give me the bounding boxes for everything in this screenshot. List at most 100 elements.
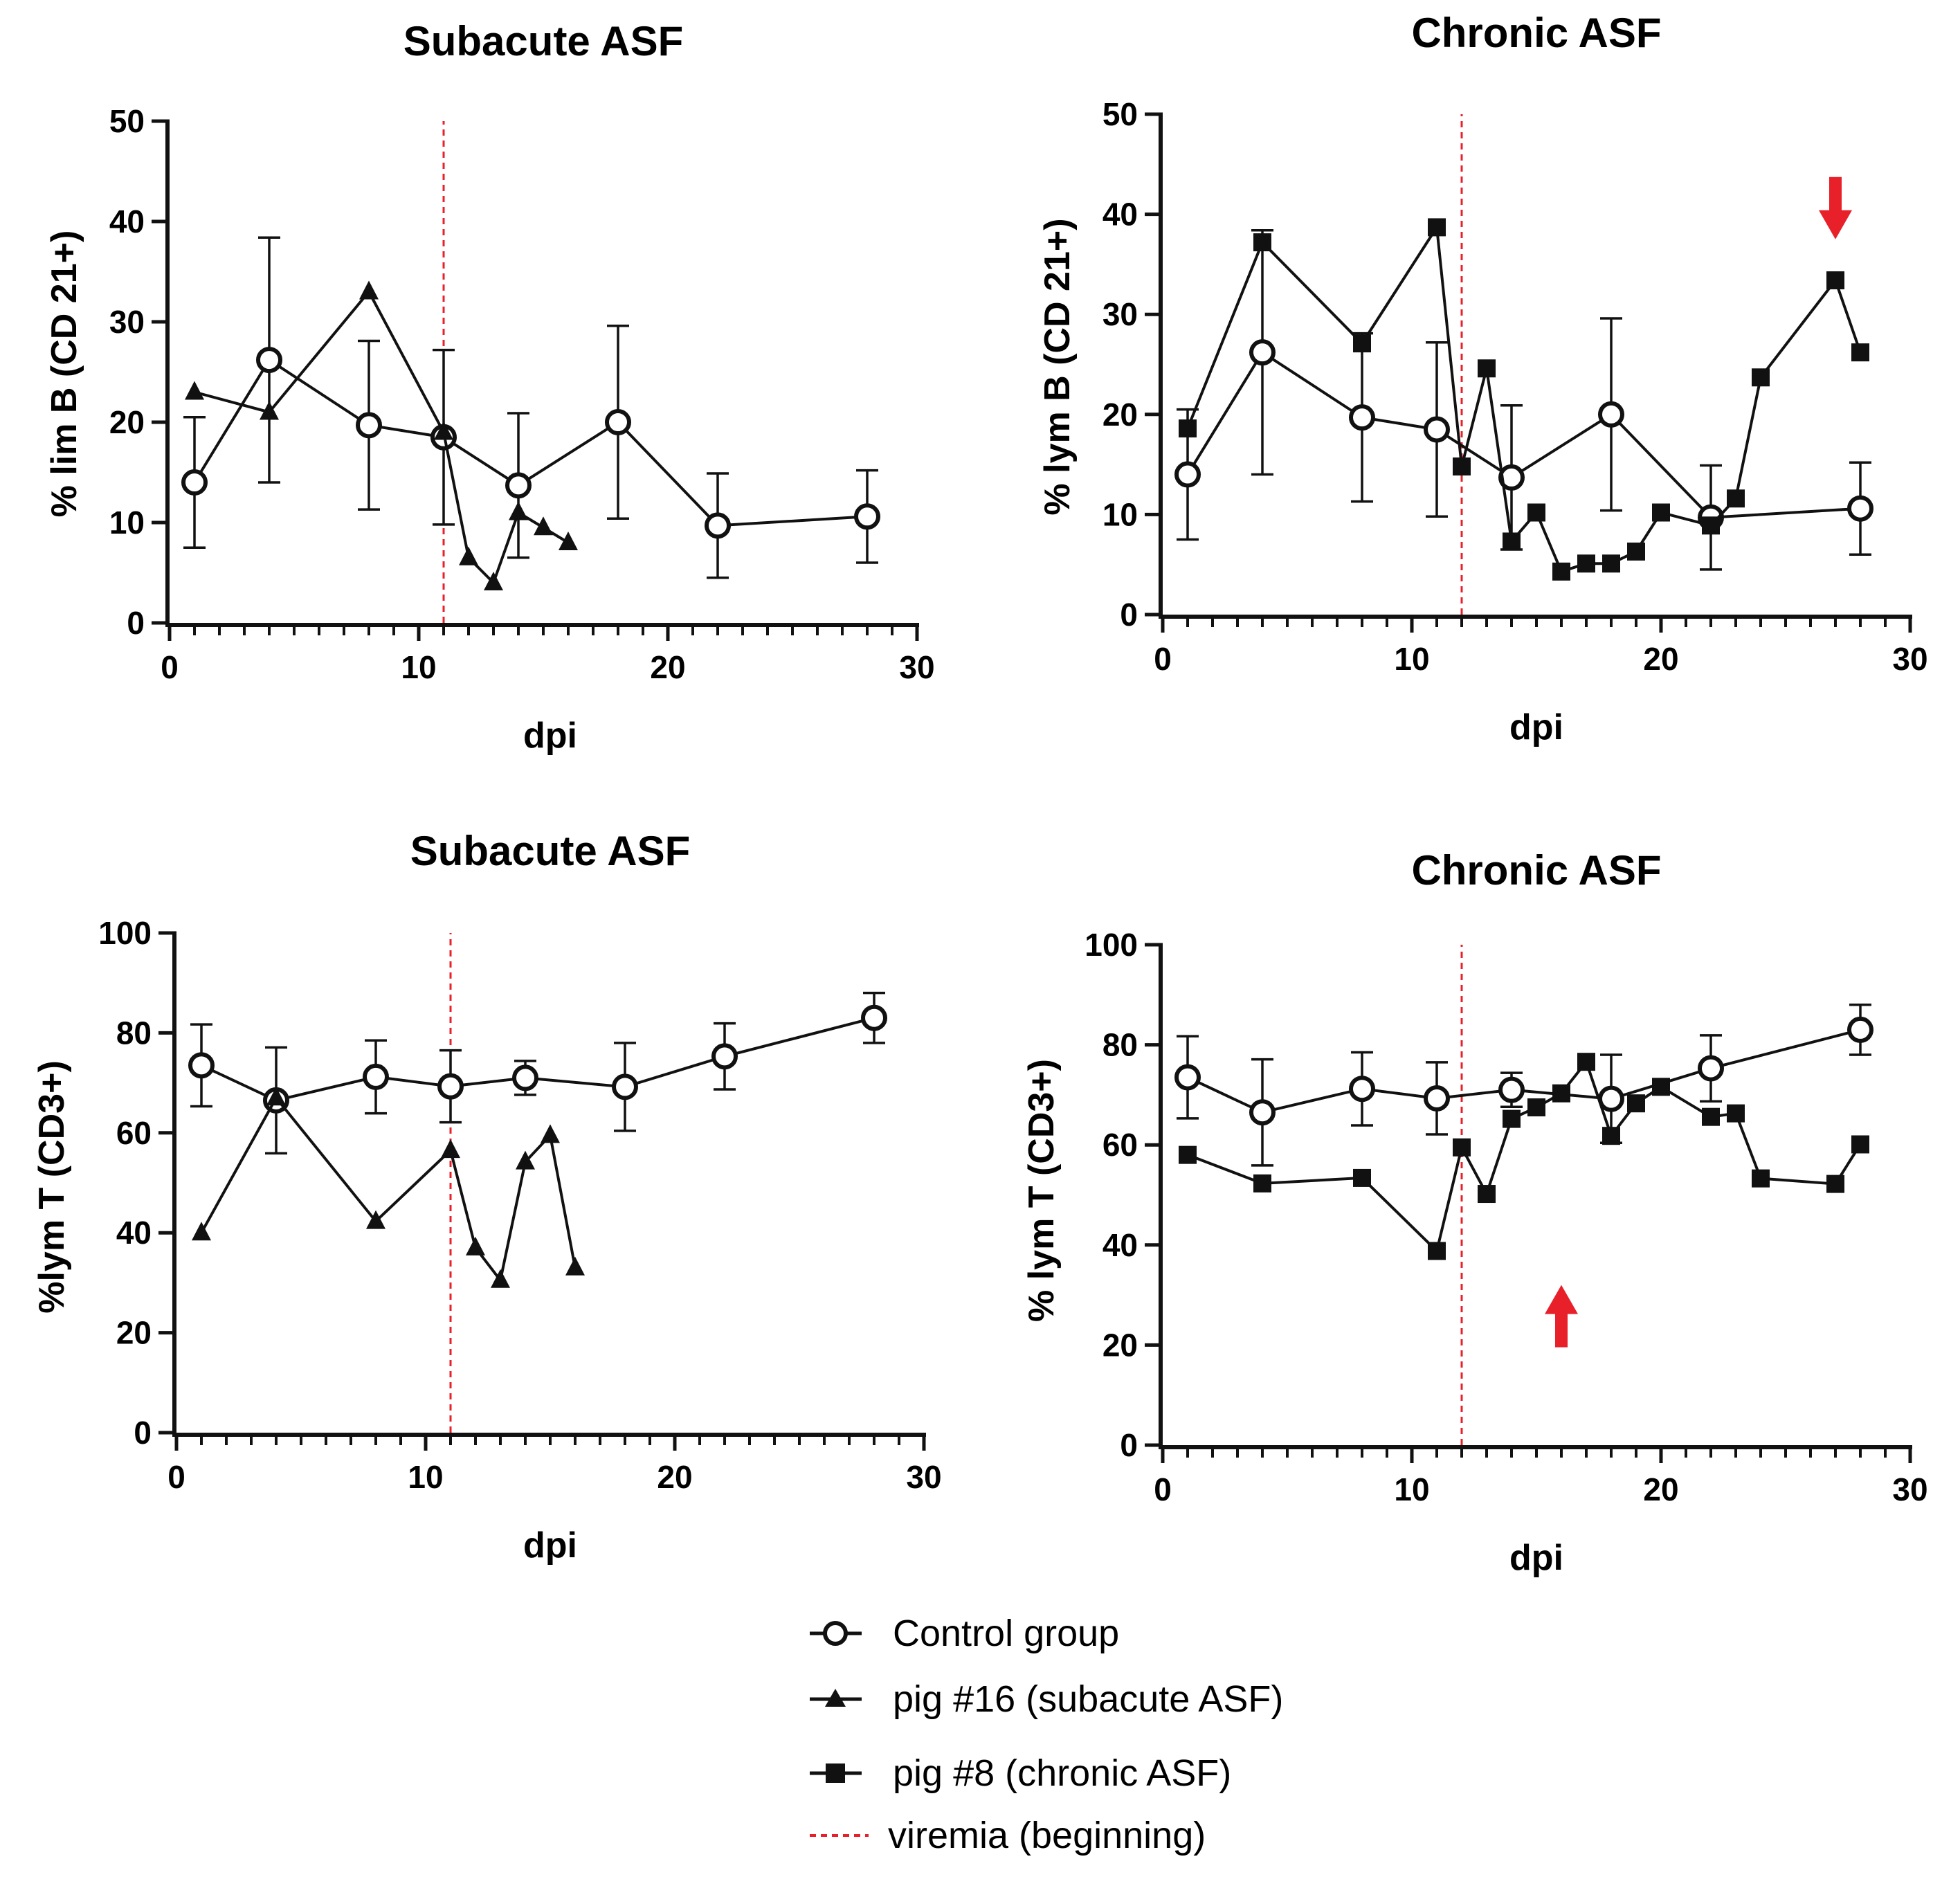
point-pig16	[541, 1124, 560, 1143]
y-tick-label: 30	[109, 304, 145, 340]
series-line-pig8	[1187, 1059, 1862, 1254]
legend-item-viremia: viremia (beginning)	[810, 1815, 1206, 1856]
point-pig8	[1602, 1127, 1620, 1145]
point-pig8	[1552, 1084, 1570, 1103]
point-control	[356, 412, 382, 439]
y-axis-label: % lym T (CD3+)	[1022, 1059, 1062, 1322]
point-pig8	[1552, 562, 1570, 581]
point-control	[605, 409, 631, 435]
panel-title: Chronic ASF	[1411, 847, 1661, 894]
y-tick-label: 0	[134, 1415, 152, 1451]
x-axis-label: dpi	[523, 716, 577, 756]
point-pig8	[1527, 503, 1545, 522]
x-tick-label: 10	[1394, 1471, 1429, 1507]
x-tick-label: 10	[408, 1459, 443, 1495]
point-pig8	[1253, 1174, 1271, 1193]
point-pig16	[559, 532, 578, 550]
point-pig8	[1253, 233, 1271, 252]
point-pig8	[1652, 503, 1670, 522]
panel-title: Subacute ASF	[403, 18, 684, 64]
point-control	[1598, 401, 1624, 428]
panel-chronic-t: Chronic ASF dpi % lym T (CD3+) 0 10 20 30 0 2…	[1022, 847, 1928, 1578]
point-control	[181, 469, 208, 496]
y-tick-label: 30	[1102, 296, 1138, 332]
point-pig8	[1453, 457, 1471, 475]
legend-item-pig8: pig #8 (chronic ASF)	[810, 1752, 1231, 1794]
point-pig16	[260, 401, 279, 420]
x-axis-label: dpi	[1509, 707, 1563, 747]
point-control	[1698, 1055, 1724, 1082]
y-tick-label: 80	[1102, 1027, 1138, 1063]
point-control	[363, 1063, 389, 1090]
y-tick-label: 20	[1102, 1327, 1138, 1363]
point-control	[711, 1043, 738, 1070]
y-tick-label: 60	[1102, 1127, 1138, 1163]
point-pig16	[484, 572, 503, 590]
point-pig16	[491, 1269, 510, 1288]
legend-item-control: Control group	[810, 1613, 1119, 1654]
point-pig16	[565, 1256, 585, 1276]
red-arrow-down-icon	[1819, 176, 1852, 239]
y-tick-label: 10	[109, 505, 145, 541]
point-control	[505, 472, 532, 499]
x-axis-label: dpi	[523, 1525, 577, 1566]
point-pig8	[1577, 1053, 1595, 1071]
point-pig8	[1478, 359, 1496, 378]
point-pig8	[1527, 1098, 1545, 1116]
y-tick-label: 40	[109, 203, 145, 239]
x-tick-label: 30	[906, 1459, 941, 1495]
point-control	[188, 1052, 215, 1079]
point-pig16	[466, 1236, 485, 1255]
point-pig16	[366, 1210, 385, 1229]
point-control	[1349, 404, 1375, 431]
point-control	[1424, 1085, 1450, 1112]
point-control	[437, 1073, 464, 1100]
x-tick-label: 20	[657, 1459, 692, 1495]
x-tick-label: 20	[1643, 1471, 1678, 1507]
y-tick-label: 20	[116, 1315, 152, 1351]
point-pig8	[1826, 271, 1844, 290]
y-tick-label: 40	[116, 1215, 152, 1251]
point-pig8	[1752, 368, 1770, 387]
point-pig8	[1702, 516, 1720, 535]
series-line-control	[193, 358, 868, 527]
point-control	[1498, 1076, 1525, 1103]
y-axis-label: %lym T (CD3+)	[32, 1060, 72, 1314]
panel-subacute-t: Subacute ASF dpi %lym T (CD3+) 0 10 20 30 0 2…	[32, 828, 942, 1566]
y-tick-label: 0	[1120, 597, 1138, 633]
point-pig8	[1179, 1145, 1197, 1164]
panel-title: Chronic ASF	[1411, 10, 1661, 56]
x-tick-label: 20	[650, 649, 685, 685]
point-pig8	[1652, 1078, 1670, 1096]
point-pig16	[459, 546, 478, 565]
point-pig8	[1727, 1104, 1745, 1123]
point-pig8	[1826, 1175, 1844, 1193]
point-pig16	[185, 381, 204, 400]
point-pig8	[1353, 1168, 1371, 1187]
open-circle-marker-icon	[823, 1621, 848, 1646]
point-pig8	[1503, 532, 1521, 551]
point-pig8	[1752, 1169, 1770, 1188]
point-control	[705, 512, 731, 539]
point-pig8	[1453, 1138, 1471, 1157]
point-pig16	[441, 1139, 460, 1159]
point-pig8	[1602, 554, 1620, 573]
point-control	[1847, 1016, 1873, 1043]
series-line-control	[1187, 1028, 1861, 1114]
y-tick-label: 20	[109, 404, 145, 440]
point-pig8	[1627, 542, 1645, 561]
point-pig16	[516, 1150, 535, 1170]
point-pig8	[1179, 419, 1197, 438]
x-tick-label: 0	[161, 649, 179, 685]
legend: Control group pig #16 (subacute ASF) pig…	[810, 1613, 1283, 1856]
legend-label: viremia (beginning)	[888, 1815, 1206, 1856]
y-tick-label: 50	[1102, 96, 1138, 132]
point-pig8	[1851, 1135, 1869, 1154]
panel-chronic-b: Chronic ASF dpi % lym B (CD 21+) 0 10 20 30…	[1037, 10, 1928, 747]
point-control	[1249, 1099, 1276, 1126]
legend-item-pig16: pig #16 (subacute ASF)	[810, 1678, 1283, 1720]
y-axis-label: % lim B (CD 21+)	[44, 230, 84, 518]
point-control	[512, 1064, 538, 1091]
point-pig16	[534, 516, 553, 536]
point-pig8	[1428, 1242, 1446, 1260]
